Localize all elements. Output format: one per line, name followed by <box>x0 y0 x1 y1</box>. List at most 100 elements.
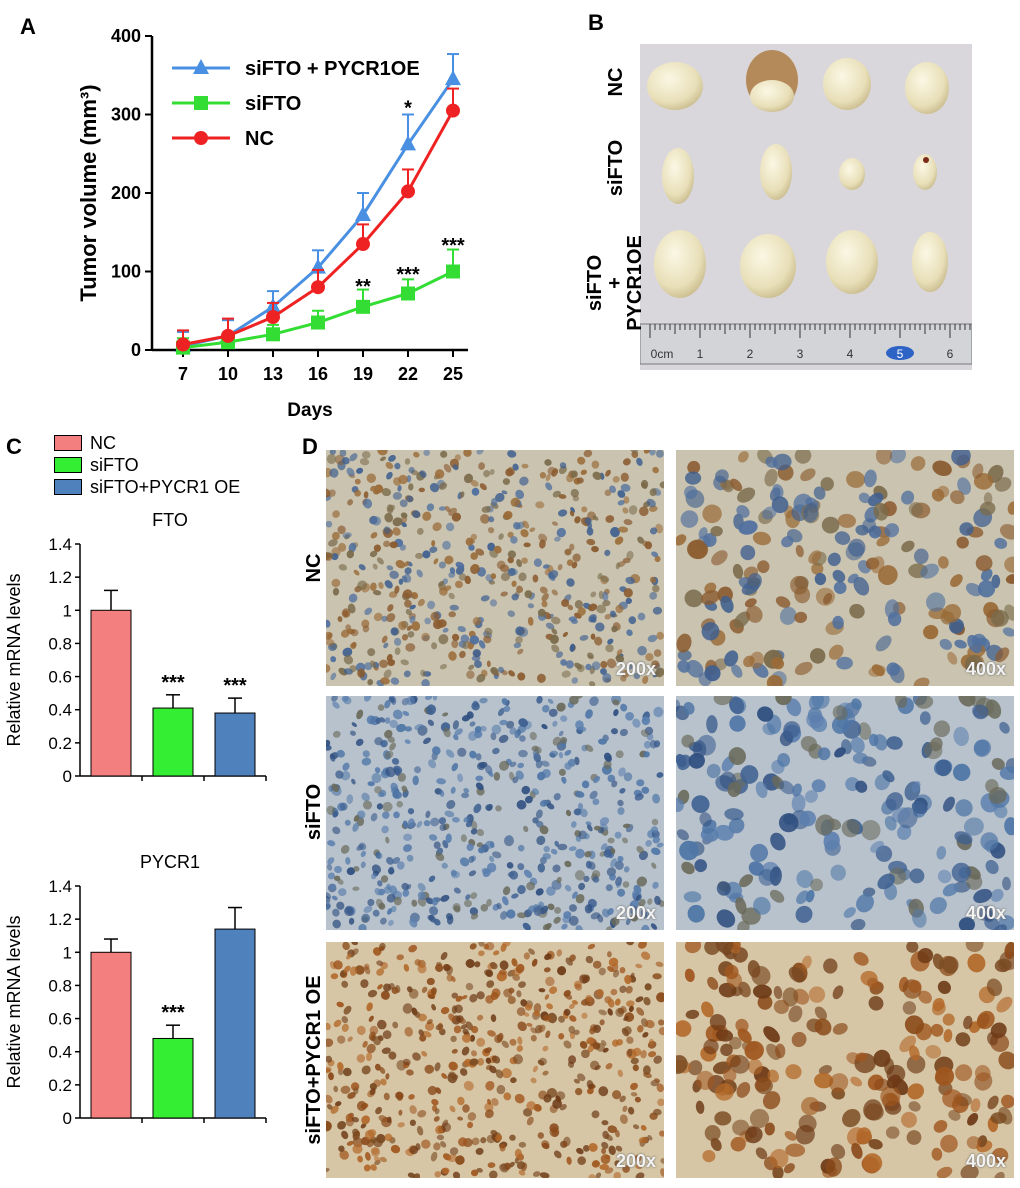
nucleus <box>409 604 416 610</box>
legend-label-nc: NC <box>90 433 116 453</box>
y-axis-title: Relative mRNA levels <box>4 915 24 1088</box>
nucleus <box>539 799 548 807</box>
nucleus <box>326 895 331 903</box>
nucleus <box>679 840 699 861</box>
nucleus <box>621 837 629 844</box>
nucleus <box>354 489 362 497</box>
nucleus <box>381 635 388 644</box>
nucleus <box>592 515 599 521</box>
nucleus <box>920 563 939 579</box>
nucleus <box>562 776 567 784</box>
nucleus <box>507 610 516 617</box>
nucleus <box>726 972 742 988</box>
nucleus <box>434 1108 440 1115</box>
nucleus <box>591 1160 600 1168</box>
nucleus <box>328 1072 334 1081</box>
nucleus <box>561 599 570 607</box>
legend-label: siFTO <box>245 93 301 115</box>
micrograph-nc-400x: 400x <box>676 450 1014 686</box>
nucleus <box>478 640 486 649</box>
nucleus <box>460 634 470 643</box>
nucleus <box>384 1133 393 1142</box>
nucleus <box>392 709 403 720</box>
nucleus <box>623 496 630 504</box>
nucleus <box>590 616 597 623</box>
nucleus <box>408 1094 415 1100</box>
nucleus <box>640 951 651 960</box>
nucleus <box>876 535 890 547</box>
nucleus <box>746 605 763 623</box>
panel-letter-b: B <box>588 10 604 35</box>
nucleus <box>431 897 439 906</box>
data-point <box>221 328 235 343</box>
nucleus <box>699 812 712 827</box>
nucleus <box>517 648 524 655</box>
nucleus <box>533 906 543 916</box>
nucleus <box>978 905 993 921</box>
nucleus <box>658 1027 664 1036</box>
nucleus <box>480 595 490 602</box>
nucleus <box>524 795 533 804</box>
y-tick-label: 0.8 <box>48 634 72 653</box>
nucleus <box>677 649 692 661</box>
nucleus <box>622 507 629 514</box>
nucleus <box>695 1100 705 1114</box>
nucleus <box>326 631 333 640</box>
nucleus <box>326 454 337 464</box>
nucleus <box>963 1015 973 1030</box>
nucleus <box>489 599 498 607</box>
ruler-label: 1 <box>697 347 704 361</box>
nucleus <box>524 590 533 599</box>
nucleus <box>326 619 331 628</box>
nucleus <box>419 470 427 478</box>
nucleus <box>333 1085 339 1093</box>
nucleus <box>880 1086 901 1107</box>
nucleus <box>440 894 450 902</box>
nucleus <box>942 1089 963 1108</box>
nucleus <box>359 458 370 466</box>
nucleus <box>411 899 418 907</box>
nucleus <box>714 824 734 841</box>
nucleus <box>873 502 889 521</box>
tumor <box>760 144 792 200</box>
nucleus <box>564 884 572 892</box>
nucleus <box>557 564 563 571</box>
nucleus <box>535 759 543 769</box>
tumor <box>740 234 796 298</box>
nucleus <box>367 679 374 686</box>
nucleus <box>356 467 364 474</box>
nucleus <box>380 1078 387 1086</box>
nucleus <box>502 478 510 485</box>
nucleus <box>358 924 367 930</box>
nucleus <box>470 913 479 920</box>
nucleus <box>544 459 552 466</box>
nucleus <box>476 991 485 1000</box>
nucleus <box>772 453 792 471</box>
nucleus <box>465 537 474 546</box>
nucleus <box>954 639 967 649</box>
nucleus <box>577 802 584 810</box>
nucleus <box>803 502 819 523</box>
nucleus <box>329 883 337 890</box>
nucleus <box>676 633 692 653</box>
nucleus <box>470 479 479 487</box>
nucleus <box>460 834 467 843</box>
nucleus <box>362 750 370 758</box>
nucleus <box>440 951 448 961</box>
nucleus <box>419 1034 427 1042</box>
nucleus <box>394 647 401 655</box>
nucleus <box>832 705 848 721</box>
nucleus <box>951 862 972 883</box>
nucleus <box>425 897 434 905</box>
nucleus <box>935 759 952 777</box>
nucleus <box>933 720 951 738</box>
nucleus <box>585 709 593 719</box>
nucleus <box>388 866 394 873</box>
nucleus <box>446 799 456 810</box>
nucleus <box>426 704 437 715</box>
nucleus <box>626 664 633 670</box>
nucleus <box>380 990 390 1000</box>
nucleus <box>332 730 341 738</box>
nucleus <box>646 498 656 508</box>
nucleus <box>364 966 371 975</box>
